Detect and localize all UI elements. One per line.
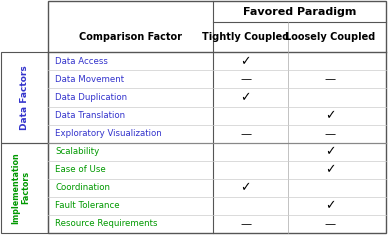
Text: Data Movement: Data Movement (55, 75, 124, 84)
Text: Exploratory Visualization: Exploratory Visualization (55, 129, 162, 138)
Text: Tightly Coupled: Tightly Coupled (202, 32, 289, 42)
Text: Data Duplication: Data Duplication (55, 93, 127, 102)
Text: ✓: ✓ (325, 163, 336, 176)
Text: ✓: ✓ (325, 200, 336, 212)
Text: Ease of Use: Ease of Use (55, 165, 106, 174)
Text: ✓: ✓ (325, 145, 336, 158)
Text: Resource Requirements: Resource Requirements (55, 219, 158, 228)
Text: —: — (325, 129, 336, 139)
Text: Coordination: Coordination (55, 183, 110, 192)
Text: Implementation
Factors: Implementation Factors (11, 152, 30, 224)
Text: ✓: ✓ (240, 55, 251, 68)
Text: Favored Paradigm: Favored Paradigm (243, 7, 356, 17)
Text: —: — (325, 219, 336, 229)
Text: ✓: ✓ (325, 109, 336, 122)
Text: Comparison Factor: Comparison Factor (79, 32, 182, 42)
Text: Data Access: Data Access (55, 57, 108, 66)
Text: Data Translation: Data Translation (55, 111, 125, 120)
Text: ✓: ✓ (240, 91, 251, 104)
Text: Scalability: Scalability (55, 147, 100, 156)
Text: Data Factors: Data Factors (20, 65, 29, 130)
Text: —: — (240, 129, 251, 139)
Text: —: — (240, 74, 251, 84)
Text: ✓: ✓ (240, 181, 251, 194)
Text: —: — (325, 74, 336, 84)
Text: —: — (240, 219, 251, 229)
Text: Fault Tolerance: Fault Tolerance (55, 201, 120, 210)
Text: Loosely Coupled: Loosely Coupled (285, 32, 375, 42)
